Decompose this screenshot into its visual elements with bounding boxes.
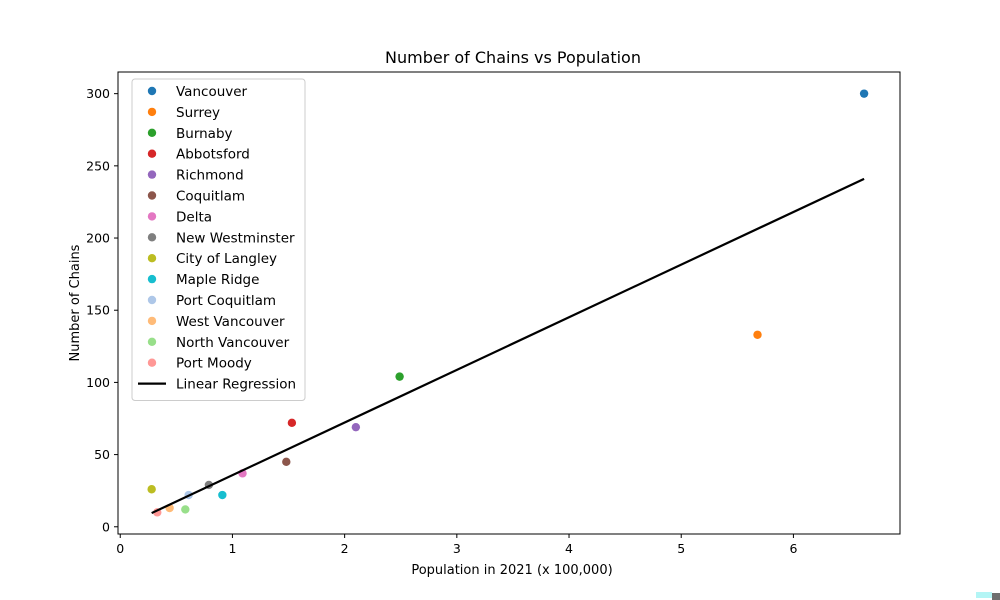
y-axis-label: Number of Chains — [68, 244, 83, 361]
x-tick-label: 0 — [116, 541, 124, 556]
x-tick-label: 1 — [228, 541, 236, 556]
x-tick-label: 3 — [453, 541, 461, 556]
y-tick-label: 150 — [86, 303, 110, 318]
legend-marker — [147, 149, 157, 158]
x-tick-label: 5 — [677, 541, 685, 556]
legend-box — [131, 78, 306, 401]
plot-frame — [117, 71, 901, 535]
legend-label: City of Langley — [176, 251, 277, 267]
data-point — [181, 505, 190, 514]
legend-label: Delta — [176, 209, 212, 225]
legend-marker — [147, 358, 157, 367]
legend-label: Vancouver — [176, 84, 248, 100]
y-tick-label: 100 — [86, 375, 110, 390]
legend-label: Port Moody — [176, 356, 252, 372]
legend: Vancouver Surrey Burnaby Abbotsford Richmond… — [131, 78, 306, 401]
legend-label: Port Coquitlam — [176, 293, 276, 309]
data-point — [859, 89, 869, 98]
legend-marker — [147, 274, 157, 284]
data-point — [753, 330, 762, 339]
y-tick-label: 250 — [86, 158, 110, 173]
x-axis: 0 1 2 3 4 5 6 — [116, 534, 797, 556]
legend-label: New Westminster — [176, 230, 295, 246]
legend-label: Richmond — [176, 168, 244, 184]
legend-marker — [147, 316, 157, 326]
legend-marker — [147, 212, 157, 221]
legend-label: West Vancouver — [176, 314, 285, 330]
legend-marker — [147, 191, 157, 200]
corner-mark — [976, 592, 992, 598]
legend-marker — [147, 337, 157, 346]
legend-marker — [147, 233, 157, 242]
legend-label: Burnaby — [176, 126, 233, 142]
y-tick-label: 50 — [94, 447, 110, 462]
legend-label: Maple Ridge — [176, 272, 259, 288]
y-tick-label: 0 — [102, 519, 110, 534]
data-point — [282, 457, 291, 467]
data-point — [395, 372, 404, 381]
regression-line — [151, 177, 865, 515]
data-point — [351, 422, 361, 432]
legend-label: Coquitlam — [176, 189, 245, 205]
legend-label: North Vancouver — [176, 335, 290, 351]
legend-label: Surrey — [176, 105, 220, 121]
y-axis: 0 50 100 150 200 250 300 — [86, 86, 118, 534]
plot-area — [147, 89, 869, 517]
corner-mark-dark — [992, 593, 1000, 600]
legend-marker — [147, 107, 157, 117]
legend-label: Linear Regression — [176, 377, 296, 393]
chart-title: Number of Chains vs Population — [385, 48, 641, 67]
legend-marker — [147, 170, 157, 179]
legend-marker — [147, 128, 157, 137]
x-axis-label: Population in 2021 (x 100,000) — [411, 563, 612, 578]
data-point — [287, 418, 297, 428]
x-tick-label: 4 — [565, 541, 573, 556]
legend-marker — [147, 86, 157, 96]
x-tick-label: 6 — [789, 541, 797, 556]
legend-label: Abbotsford — [176, 147, 250, 163]
data-point — [147, 485, 156, 494]
legend-marker — [147, 254, 157, 263]
legend-marker — [147, 295, 157, 305]
y-tick-label: 300 — [86, 86, 110, 101]
x-tick-label: 2 — [341, 541, 349, 556]
data-point — [218, 490, 227, 500]
y-tick-label: 200 — [86, 231, 110, 246]
